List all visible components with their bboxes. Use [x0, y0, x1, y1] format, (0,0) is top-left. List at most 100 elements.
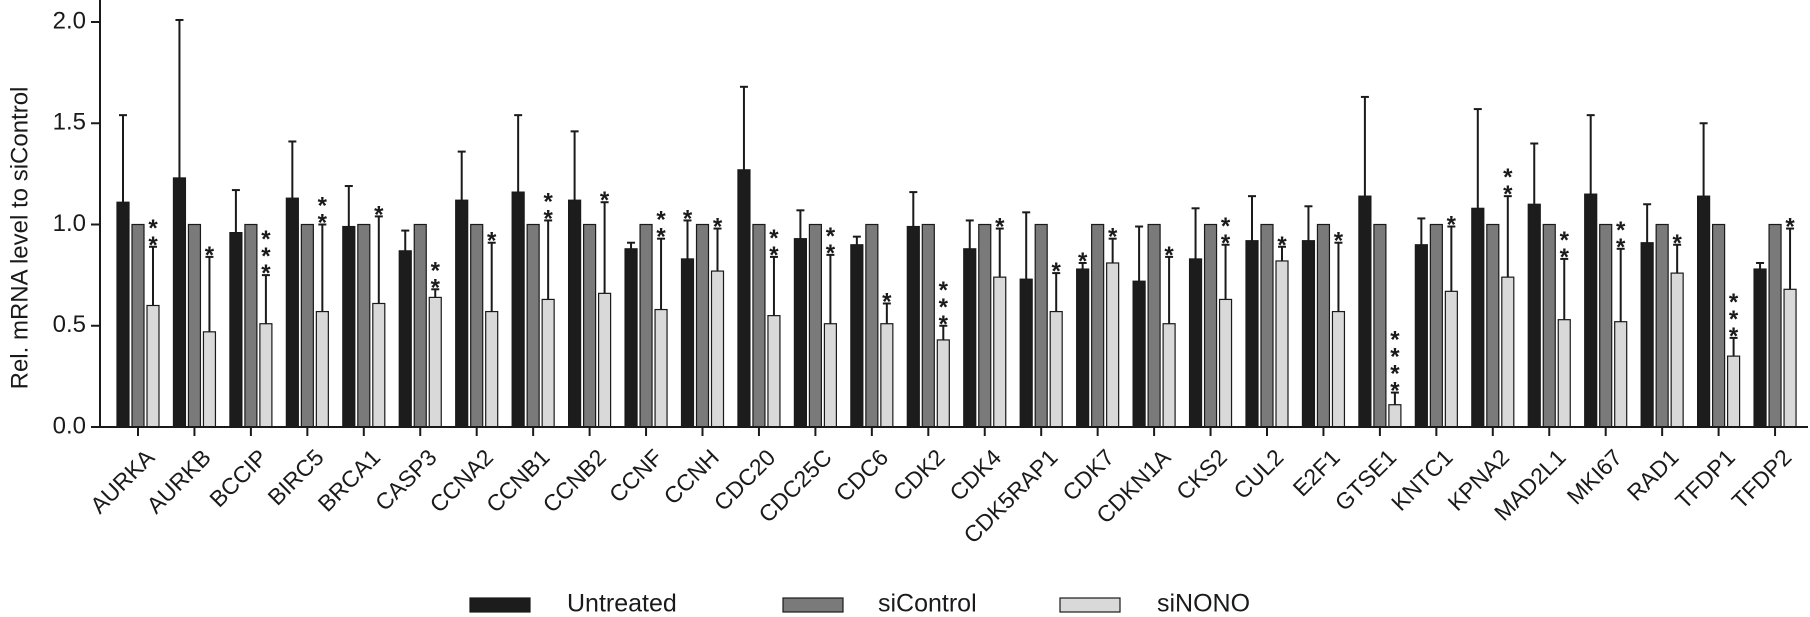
bar-untreated-gtse1 [1358, 195, 1372, 428]
bar-sinono-cdk5rap1 [1049, 310, 1063, 428]
bar-sinono-cdk2 [936, 339, 950, 428]
legend: Untreated siControl siNONO [469, 590, 1250, 617]
bar-untreated-ccnf [624, 248, 638, 428]
x-label-tfdp2: TFDP2 [1727, 444, 1797, 514]
x-axis: AURKAAURKBBCCIPBIRC5BRCA1CASP3CCNA2CCNB1… [85, 426, 1808, 548]
bar-untreated-cks2 [1188, 258, 1203, 428]
bar-sinono-brca1 [372, 302, 386, 428]
bar-untreated-cdkn1a [1132, 280, 1146, 428]
y-tick-label: 0.5 [53, 311, 86, 338]
significance-kntc1: * [1447, 212, 1457, 239]
significance-aurkb: * [205, 242, 215, 269]
y-tick-label: 2.0 [53, 7, 86, 34]
significance-cdk7: * [1078, 248, 1088, 275]
bar-sicontrol-aurkb [187, 223, 202, 428]
legend-swatch-sicontrol [782, 597, 844, 613]
bar-untreated-brca1 [342, 225, 356, 428]
bar-sinono-aurka [146, 304, 160, 428]
bar-sinono-aurkb [202, 331, 217, 428]
bar-sicontrol-cdk7 [1091, 223, 1105, 428]
bar-sinono-tfdp1 [1726, 355, 1741, 428]
bar-untreated-ccnb2 [567, 199, 582, 428]
significance-rad1: * [1672, 230, 1682, 257]
significance-mki67: * * [1616, 217, 1626, 261]
bar-untreated-tfdp1 [1696, 195, 1711, 428]
bar-untreated-cul2 [1245, 240, 1259, 428]
x-label-aurkb: AURKB [141, 444, 215, 518]
significance-ccnf: * * [656, 207, 666, 251]
significance-ccnh: * [713, 214, 723, 241]
significance-brca1: * [374, 201, 384, 228]
bar-sicontrol-brca1 [357, 223, 371, 428]
bar-sinono-cul2 [1275, 260, 1289, 428]
bar-sicontrol-casp3 [413, 223, 427, 428]
bar-sinono-ccnf [654, 308, 668, 428]
bar-sinono-cks2 [1218, 298, 1233, 428]
bar-sicontrol-cdc20 [752, 223, 766, 428]
bar-sicontrol-ccnb2 [582, 223, 597, 428]
x-label-cdk2: CDK2 [888, 444, 950, 506]
legend-label-sicontrol: siControl [878, 590, 977, 617]
bar-sinono-ccnb1 [541, 298, 555, 428]
bar-sicontrol-aurka [131, 223, 145, 428]
y-tick-label: 1.5 [53, 109, 86, 136]
significance-cdk5rap1: * [1052, 258, 1062, 285]
x-label-tfdp1: TFDP1 [1670, 444, 1740, 514]
bar-sicontrol-gtse1 [1373, 223, 1387, 428]
bar-untreated-cdc25c [793, 238, 808, 428]
bar-untreated-bccip [229, 232, 243, 428]
x-label-mki67: MKI67 [1562, 444, 1627, 509]
significance-cks2: * * [1221, 213, 1231, 257]
x-label-ccnb2: CCNB2 [537, 444, 611, 518]
bar-sicontrol-cdk2 [921, 223, 935, 428]
bar-untreated-aurka [116, 201, 130, 428]
bar-untreated-casp3 [398, 250, 412, 428]
bar-sinono-cdc25c [823, 323, 838, 428]
x-label-gtse1: GTSE1 [1330, 444, 1402, 516]
x-label-ccnf: CCNF [604, 444, 668, 508]
bar-untreated-rad1 [1640, 242, 1654, 428]
bar-sinono-gtse1 [1388, 404, 1402, 428]
bar-sicontrol-cdk5rap1 [1034, 223, 1048, 428]
legend-swatch-sinono [1059, 597, 1121, 613]
bar-sicontrol-kpna2 [1486, 223, 1500, 428]
y-tick-label: 1.0 [53, 210, 86, 237]
bar-untreated-ccnh [680, 258, 695, 428]
bar-sicontrol-ccnh [695, 223, 710, 428]
bar-untreated-mki67 [1584, 193, 1598, 428]
bar-sinono-bccip [259, 323, 273, 428]
bar-sicontrol-cdc6 [865, 223, 879, 428]
bar-sicontrol-cks2 [1203, 223, 1218, 428]
bar-sinono-ccna2 [485, 310, 499, 428]
bar-untreated-cdc6 [850, 244, 864, 428]
bar-sinono-rad1 [1670, 272, 1684, 428]
significance-e2f1: * [1334, 228, 1344, 255]
x-label-bccip: BCCIP [204, 444, 272, 512]
bar-sicontrol-bccip [244, 223, 258, 428]
legend-swatch-untreated [469, 597, 531, 613]
bar-untreated-birc5 [285, 197, 299, 428]
bar-untreated-tfdp2 [1753, 268, 1767, 428]
bar-sicontrol-mad2l1 [1542, 223, 1556, 428]
y-axis-title: Rel. mRNA level to siControl [6, 87, 33, 390]
bar-untreated-e2f1 [1301, 240, 1316, 428]
bar-sinono-casp3 [428, 296, 442, 428]
significance-ccnh: * [683, 205, 693, 232]
bar-untreated-ccnb1 [511, 191, 525, 428]
x-label-kntc1: KNTC1 [1386, 444, 1458, 516]
bar-untreated-ccna2 [455, 199, 469, 428]
bar-untreated-cdc20 [737, 169, 751, 428]
significance-cdk4: * [995, 214, 1005, 241]
bar-sinono-mki67 [1614, 321, 1628, 428]
bar-sinono-cdc20 [767, 315, 781, 428]
bar-sicontrol-kntc1 [1429, 223, 1443, 428]
y-axis: 0.0 0.5 1.0 1.5 2.0 [53, 0, 101, 439]
bar-sinono-cdc6 [880, 323, 894, 428]
significance-cdk2: * * * [939, 277, 949, 338]
significance-kpna2: * * [1503, 164, 1513, 208]
significance-marks: * * ** * ** * ** *** *** ** * * ** ** * * *** **** * * ** * * *… [148, 164, 1795, 404]
bar-sinono-e2f1 [1331, 310, 1346, 428]
bar-sicontrol-ccna2 [470, 223, 484, 428]
legend-label-sinono: siNONO [1157, 590, 1250, 617]
bar-sinono-cdk4 [993, 276, 1007, 428]
